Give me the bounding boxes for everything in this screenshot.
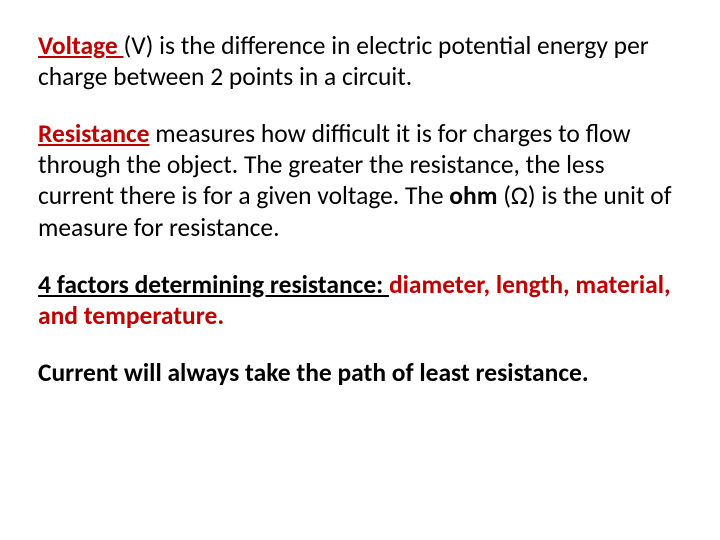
term-ohm: ohm — [449, 180, 497, 211]
text-least-resistance: Current will always take the path of lea… — [38, 357, 589, 388]
term-voltage: Voltage — [38, 30, 123, 61]
paragraph-resistance: Resistance measures how difficult it is … — [38, 118, 676, 242]
paragraph-voltage: Voltage (V) is the difference in electri… — [38, 30, 676, 92]
heading-factors: 4 factors determining resistance: — [38, 269, 389, 300]
paragraph-factors: 4 factors determining resistance: diamet… — [38, 269, 676, 331]
slide-content: Voltage (V) is the difference in electri… — [0, 0, 720, 540]
term-resistance: Resistance — [38, 118, 150, 149]
text-voltage-def: (V) is the difference in electric potent… — [38, 30, 649, 92]
paragraph-least-resistance: Current will always take the path of lea… — [38, 357, 676, 388]
